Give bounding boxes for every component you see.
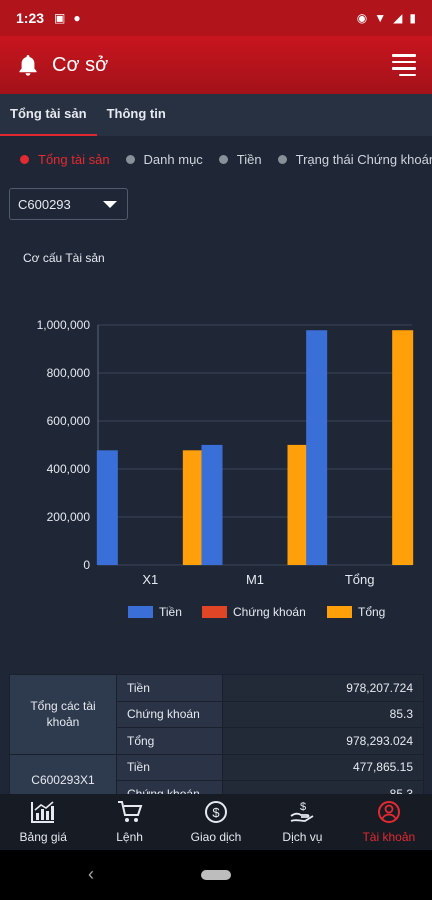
radio-tong-tai-san[interactable]: Tổng tài sản bbox=[20, 152, 110, 167]
hand-money-icon: $ bbox=[288, 799, 316, 825]
caret-down-icon bbox=[103, 201, 117, 208]
cart-icon bbox=[116, 799, 144, 825]
app-bar: Cơ sở bbox=[0, 36, 432, 94]
notification-dot-icon: ● bbox=[73, 11, 81, 25]
bar bbox=[96, 450, 118, 565]
table-row: C600293X1 Tiền 477,865.15 bbox=[9, 753, 424, 808]
table-row: Tổng các tài khoản Tiền 978,207.724 bbox=[9, 674, 424, 755]
bell-icon[interactable] bbox=[16, 53, 40, 77]
row-label: Tổng bbox=[116, 727, 223, 755]
radio-dot-icon bbox=[277, 154, 287, 164]
radio-dot-icon bbox=[218, 154, 228, 164]
nav-label: Giao dịch bbox=[190, 830, 242, 844]
row-value: 477,865.15 bbox=[222, 753, 424, 781]
back-icon[interactable]: ‹ bbox=[88, 864, 94, 884]
tab-tong-tai-san[interactable]: Tổng tài sản bbox=[0, 94, 97, 136]
radio-dot-icon bbox=[20, 154, 29, 164]
nav-label: Bảng giá bbox=[19, 830, 67, 844]
radio-tien[interactable]: Tiền bbox=[218, 151, 262, 167]
image-notification-icon: ▣ bbox=[54, 11, 66, 25]
nav-lenh[interactable]: Lệnh bbox=[86, 794, 172, 850]
row-value: 85.3 bbox=[222, 700, 424, 728]
legend-swatch bbox=[128, 606, 153, 618]
page-title: Cơ sở bbox=[52, 53, 109, 76]
radio-trang-thai-chung-khoan[interactable]: Trạng thái Chứng khoán bbox=[277, 151, 432, 167]
radio-danh-muc[interactable]: Danh mục bbox=[125, 151, 203, 167]
legend-label: Tiền bbox=[159, 605, 182, 619]
bar bbox=[392, 330, 414, 565]
summary-table: Tổng các tài khoản Tiền 978,207.724 Chứn… bbox=[9, 674, 424, 808]
legend-swatch bbox=[202, 606, 227, 618]
y-tick-label: 0 bbox=[83, 558, 90, 572]
legend-label: Tổng bbox=[358, 605, 385, 619]
bar bbox=[182, 450, 204, 565]
nav-label: Tài khoản bbox=[362, 830, 416, 844]
system-nav-bar: ‹ bbox=[0, 850, 432, 900]
dollar-coin-icon: $ bbox=[202, 799, 230, 825]
y-tick-label: 600,000 bbox=[47, 414, 91, 428]
tab-thong-tin[interactable]: Thông tin bbox=[106, 106, 166, 121]
row-value: 978,293.024 bbox=[222, 727, 424, 755]
table-row: Chứng khoán 85.3 bbox=[10, 700, 424, 728]
radio-label: Tiền bbox=[236, 151, 262, 167]
tab-bar: Tổng tài sản Thông tin bbox=[0, 94, 432, 136]
bar bbox=[201, 444, 223, 565]
radio-label: Tổng tài sản bbox=[38, 151, 110, 167]
home-pill-icon[interactable] bbox=[201, 870, 231, 880]
svg-text:$: $ bbox=[212, 805, 220, 820]
account-select[interactable]: C600293 bbox=[9, 188, 128, 220]
row-label: Tiền bbox=[116, 753, 223, 781]
status-bar: 1:23 ▣ ● ◉ ▼ ◢ ▮ bbox=[0, 0, 432, 36]
chart-title: Cơ cấu Tài sản bbox=[23, 251, 105, 265]
nav-tai-khoan[interactable]: Tài khoản bbox=[346, 794, 432, 850]
x-tick-label: Tổng bbox=[345, 572, 375, 587]
x-tick-label: M1 bbox=[246, 572, 264, 587]
eye-icon: ◉ bbox=[356, 11, 368, 25]
group-label: Tổng các tài khoản bbox=[9, 674, 117, 755]
y-tick-label: 1,000,000 bbox=[37, 318, 91, 332]
nav-bang-gia[interactable]: Bảng giá bbox=[0, 794, 86, 850]
x-tick-label: X1 bbox=[142, 572, 158, 587]
y-tick-label: 800,000 bbox=[47, 366, 91, 380]
account-select-value: C600293 bbox=[18, 196, 71, 212]
row-label: Chứng khoán bbox=[116, 700, 223, 728]
bar bbox=[306, 330, 328, 565]
chart-icon bbox=[29, 799, 57, 825]
nav-label: Dịch vụ bbox=[282, 830, 323, 844]
row-label: Tiền bbox=[116, 674, 223, 702]
status-time: 1:23 bbox=[16, 10, 45, 26]
user-icon bbox=[375, 799, 403, 825]
y-tick-label: 200,000 bbox=[47, 510, 91, 524]
legend-swatch bbox=[327, 606, 352, 618]
radio-label: Trạng thái Chứng khoán bbox=[295, 151, 432, 167]
radio-label: Danh mục bbox=[143, 151, 203, 167]
legend-label: Chứng khoán bbox=[233, 605, 306, 619]
radio-dot-icon bbox=[125, 154, 135, 164]
nav-giao-dich[interactable]: $ Giao dịch bbox=[173, 794, 259, 850]
view-selector: Tổng tài sản Danh mục Tiền Trạng thái Ch… bbox=[0, 146, 432, 172]
nav-dich-vu[interactable]: $ Dịch vụ bbox=[259, 794, 345, 850]
row-value: 978,207.724 bbox=[222, 674, 424, 702]
asset-structure-chart: 0 200,000 400,000 600,000 800,000 1,000,000 X1… bbox=[37, 318, 414, 619]
menu-icon[interactable] bbox=[392, 54, 416, 76]
y-tick-label: 400,000 bbox=[47, 462, 91, 476]
nav-label: Lệnh bbox=[116, 830, 143, 844]
bar bbox=[287, 444, 309, 565]
signal-icon: ◢ bbox=[393, 11, 403, 25]
svg-text:$: $ bbox=[300, 801, 306, 813]
bottom-nav: Bảng giá Lệnh $ Giao dịch $ Dịch vụ Tài … bbox=[0, 794, 432, 850]
wifi-icon: ▼ bbox=[374, 11, 387, 25]
battery-icon: ▮ bbox=[409, 11, 416, 25]
